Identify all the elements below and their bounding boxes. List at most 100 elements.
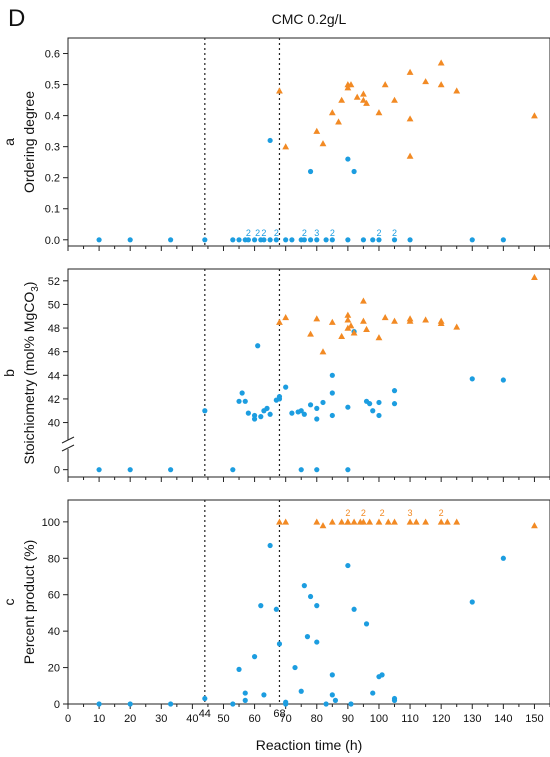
x-tick-label: 90 [342,713,354,725]
data-point-triangle [338,332,346,340]
data-point-triangle [406,518,414,525]
data-point-circle [96,467,102,473]
data-point-circle [127,467,133,473]
data-point-circle [168,467,174,473]
data-point-triangle [453,87,461,94]
count-annotation: 2 [330,228,335,238]
axis-break-mark [61,444,75,452]
data-point-circle [239,390,245,396]
data-point-triangle [531,522,538,529]
data-point-circle [500,555,506,561]
data-point-circle [345,404,351,410]
y-tick-label: 100 [42,517,60,529]
data-point-triangle [338,518,346,525]
data-point-circle [298,467,304,473]
data-point-triangle [453,518,461,525]
data-point-circle [314,405,320,411]
data-point-circle [292,664,298,671]
count-annotation: 2 [302,228,307,238]
x-tick-label: 130 [463,713,481,725]
panel-c: 0 10 20 30 40 50 60 70 80 90 100 110 120 130 140 150 0 20… [1,499,550,725]
data-point-circle [329,412,335,419]
data-point-circle [314,603,320,609]
data-point-circle [370,408,376,414]
y-tick-label: 0.1 [45,204,60,216]
data-point-triangle [437,59,445,66]
data-point-triangle [344,324,352,331]
x-tick-label: 30 [155,713,167,725]
x-tick-label: 40 [186,713,198,725]
count-annotation: 2 [376,228,381,238]
panel-label: c [1,599,17,606]
data-point-circle [304,634,311,640]
data-point-circle [351,168,357,175]
y-tick-label: 40 [48,418,60,430]
x-tick-label: 10 [93,713,105,725]
data-point-circle [298,688,304,694]
y-tick-label: 0 [54,465,60,477]
data-point-circle [258,414,264,420]
axis-break-mark [61,436,75,444]
data-point-triangle [453,323,461,330]
data-point-circle [245,237,251,243]
data-point-triangle [437,518,445,525]
plot-frame [67,268,550,478]
y-tick-label: 50 [48,299,60,311]
y-axis-label: Ordering degree [21,91,37,193]
data-point-circle [127,701,133,707]
panel-letter: D [8,5,25,32]
y-tick-label: 0.4 [45,111,60,123]
y-axis-label-subscript: 3 [30,286,41,292]
x-tick-label: 70 [280,713,292,725]
data-point-circle [391,401,398,407]
data-point-circle [348,701,354,707]
data-point-circle [500,377,506,383]
data-point-circle [323,701,329,707]
count-annotation: 2 [439,508,444,518]
y-axis-label: Percent product (%) [21,540,37,665]
data-point-triangle [276,87,283,94]
data-point-triangle [360,297,367,304]
data-point-circle [345,156,351,162]
data-point-circle [273,606,279,612]
data-point-triangle [276,518,283,525]
data-point-circle [236,666,242,672]
data-point-circle [202,695,208,702]
data-point-triangle [437,81,445,88]
y-tick-label: 0.2 [45,173,60,185]
data-point-circle [307,593,314,600]
data-point-circle [351,606,357,612]
data-point-triangle [375,518,383,525]
data-point-circle [267,542,273,549]
data-point-circle [376,399,382,406]
data-point-circle [289,410,295,416]
y-tick-label: 0.3 [45,142,60,154]
data-point-triangle [412,518,420,525]
panel-b: 40 42 44 46 48 50 52 0 b Stoichiometry (mol% MgCO… [1,268,550,482]
data-point-circle [469,376,475,382]
x-tick-label: 80 [311,713,323,725]
data-point-circle [307,168,314,175]
data-point-circle [320,399,326,406]
x-tick-label: 20 [124,713,136,725]
data-point-circle [230,701,236,707]
data-point-circle [307,237,314,243]
data-point-triangle [313,518,321,525]
data-point-triangle [344,518,352,525]
data-point-triangle [335,118,342,125]
data-point-circle [283,384,289,390]
y-tick-label: 42 [48,394,60,406]
data-point-triangle [360,96,367,103]
data-point-circle [289,237,295,243]
data-point-circle [242,398,248,404]
data-point-triangle [360,90,367,97]
figure-title: CMC 0.2g/L [272,11,347,27]
data-point-triangle [338,96,346,103]
data-point-circle [168,237,174,243]
data-point-circle [391,237,398,243]
data-point-circle [251,237,258,243]
y-tick-label: 52 [48,276,60,288]
data-point-circle [230,237,236,243]
y-tick-label: 60 [48,590,60,602]
data-point-circle [500,237,506,243]
